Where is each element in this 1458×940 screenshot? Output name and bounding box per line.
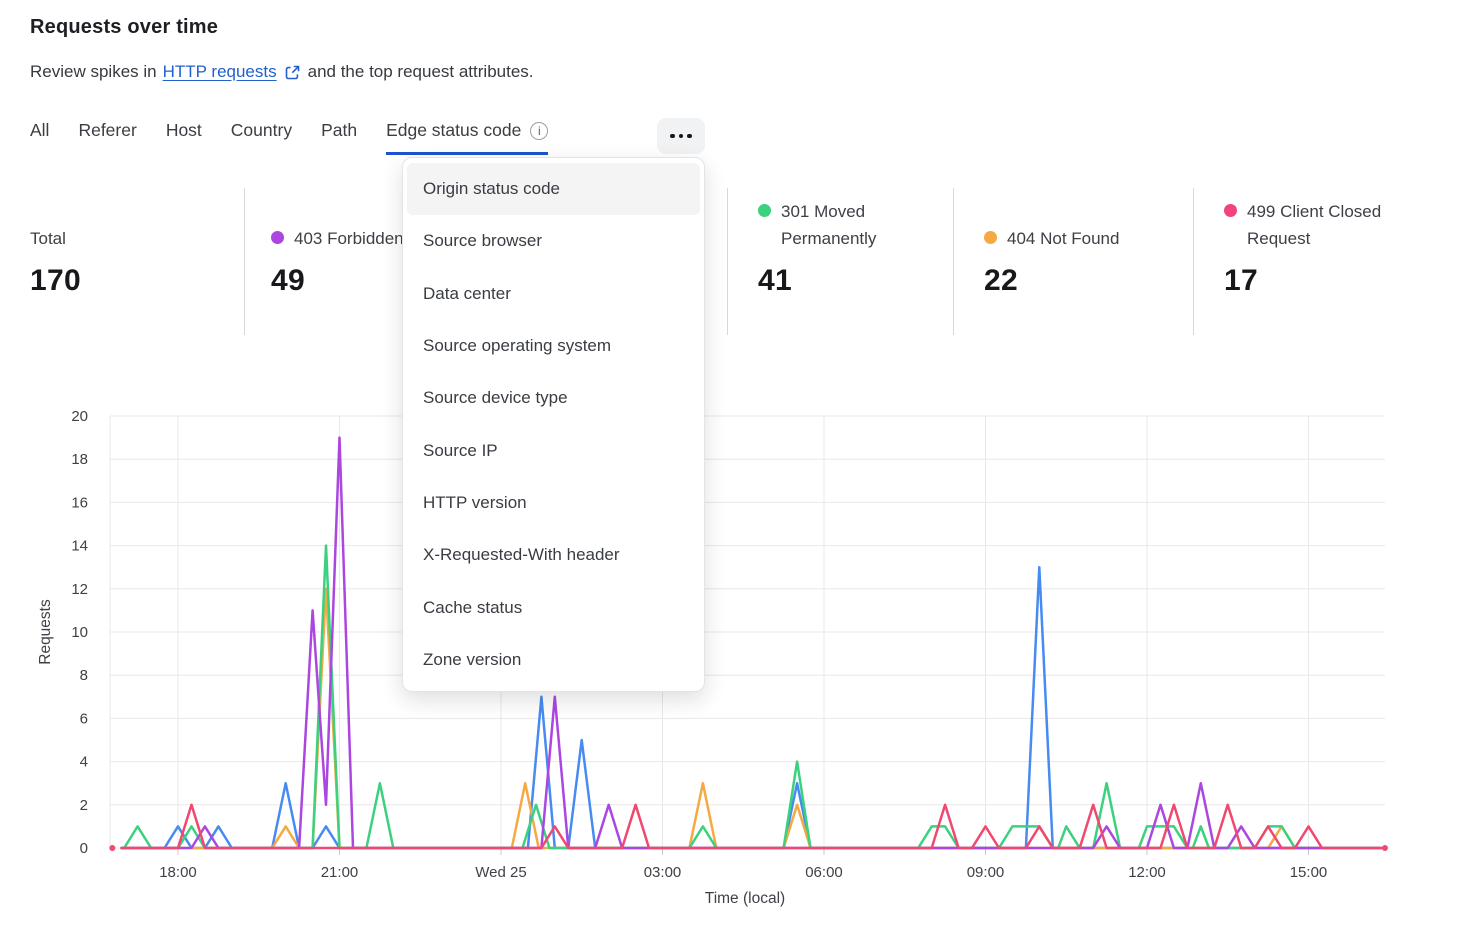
external-link-icon[interactable] — [285, 65, 300, 80]
menu-item-source-device-type[interactable]: Source device type — [423, 388, 568, 408]
svg-text:Wed 25: Wed 25 — [475, 864, 526, 881]
svg-text:12: 12 — [71, 581, 88, 598]
svg-text:03:00: 03:00 — [644, 864, 682, 881]
legend-301-label: 301 Moved Permanently — [781, 202, 877, 248]
svg-text:12:00: 12:00 — [1128, 864, 1166, 881]
legend-499-value: 17 — [1224, 264, 1258, 297]
legend-404-value: 22 — [984, 264, 1018, 297]
subtitle-text-suffix: and the top request attributes. — [307, 62, 534, 81]
legend-301-moved-permanently[interactable]: 301 Moved Permanently 41 — [727, 188, 953, 335]
legend-403-label: 403 Forbidden — [294, 228, 404, 248]
menu-item-origin-status-code[interactable]: Origin status code — [407, 163, 700, 216]
legend-301-value: 41 — [758, 264, 792, 297]
svg-text:18:00: 18:00 — [159, 864, 197, 881]
svg-text:15:00: 15:00 — [1290, 864, 1328, 881]
legend-499-client-closed-request[interactable]: 499 Client Closed Request 17 — [1193, 188, 1428, 335]
tab-country[interactable]: Country — [230, 120, 293, 140]
legend-404-not-found[interactable]: 404 Not Found 22 — [953, 188, 1193, 335]
subtitle-text-prefix: Review spikes in — [30, 62, 157, 81]
svg-text:6: 6 — [80, 710, 88, 727]
svg-text:8: 8 — [80, 667, 88, 684]
summary-row: Total 170 403 Forbidden 49 301 Moved Per… — [30, 188, 1428, 335]
series-dot-403 — [271, 230, 284, 244]
legend-499-label: 499 Client Closed Request — [1247, 202, 1382, 248]
menu-item-http-version[interactable]: HTTP version — [423, 492, 527, 512]
info-icon[interactable]: i — [530, 121, 549, 140]
menu-item-source-operating-system[interactable]: Source operating system — [423, 336, 612, 356]
svg-text:10: 10 — [71, 624, 88, 641]
svg-text:14: 14 — [71, 538, 88, 555]
legend-404-label: 404 Not Found — [1007, 228, 1120, 248]
svg-text:Time (local): Time (local) — [705, 890, 785, 907]
tab-referer[interactable]: Referer — [78, 120, 137, 140]
tab-edge-status-code-label: Edge status code — [386, 120, 522, 140]
more-options-icon — [678, 133, 684, 139]
svg-text:20: 20 — [71, 408, 88, 425]
series-dot-301 — [758, 204, 771, 218]
svg-text:0: 0 — [80, 840, 88, 857]
menu-item-zone-version[interactable]: Zone version — [423, 649, 522, 669]
tab-host[interactable]: Host — [165, 120, 202, 140]
svg-text:21:00: 21:00 — [321, 864, 359, 881]
tab-edge-status-code[interactable]: Edge status code i — [386, 120, 549, 155]
tab-all[interactable]: All — [30, 120, 50, 140]
legend-403-value: 49 — [271, 264, 305, 297]
svg-text:16: 16 — [71, 494, 88, 511]
more-tabs-button[interactable] — [657, 118, 705, 154]
legend-403-forbidden[interactable]: 403 Forbidden 49 — [244, 188, 727, 335]
svg-text:4: 4 — [80, 754, 88, 771]
menu-item-cache-status[interactable]: Cache status — [423, 597, 523, 617]
legend-total-label: Total — [30, 228, 66, 248]
more-options-icon — [687, 133, 692, 139]
tab-path[interactable]: Path — [321, 120, 358, 140]
legend-total: Total 170 — [30, 188, 244, 335]
requests-over-time-chart[interactable]: 0 2 4 6 8 10 12 14 16 18 20 18:00 21:00 Wed 25 03:00 06… — [0, 400, 1458, 940]
svg-text:2: 2 — [80, 797, 88, 814]
legend-total-value: 170 — [30, 264, 81, 297]
http-requests-link[interactable]: HTTP requests — [162, 62, 277, 81]
attribute-dropdown-menu: Origin status code Source browser Data c… — [402, 157, 705, 692]
attribute-tabs: All Referer Host Country Path Edge statu… — [30, 120, 549, 155]
menu-item-source-ip[interactable]: Source IP — [423, 440, 498, 460]
menu-item-x-requested-with-header[interactable]: X-Requested-With header — [423, 545, 620, 565]
page-subtitle: Review spikes in HTTP requests and the t… — [30, 62, 534, 82]
series-dot-499 — [1224, 204, 1237, 218]
svg-text:09:00: 09:00 — [967, 864, 1005, 881]
menu-item-data-center[interactable]: Data center — [423, 283, 511, 303]
svg-text:18: 18 — [71, 451, 88, 468]
svg-text:06:00: 06:00 — [805, 864, 843, 881]
menu-item-source-browser[interactable]: Source browser — [423, 231, 543, 251]
series-dot-404 — [984, 230, 997, 244]
svg-text:Requests: Requests — [37, 599, 54, 665]
page-title: Requests over time — [30, 16, 219, 38]
more-options-icon — [670, 133, 675, 139]
